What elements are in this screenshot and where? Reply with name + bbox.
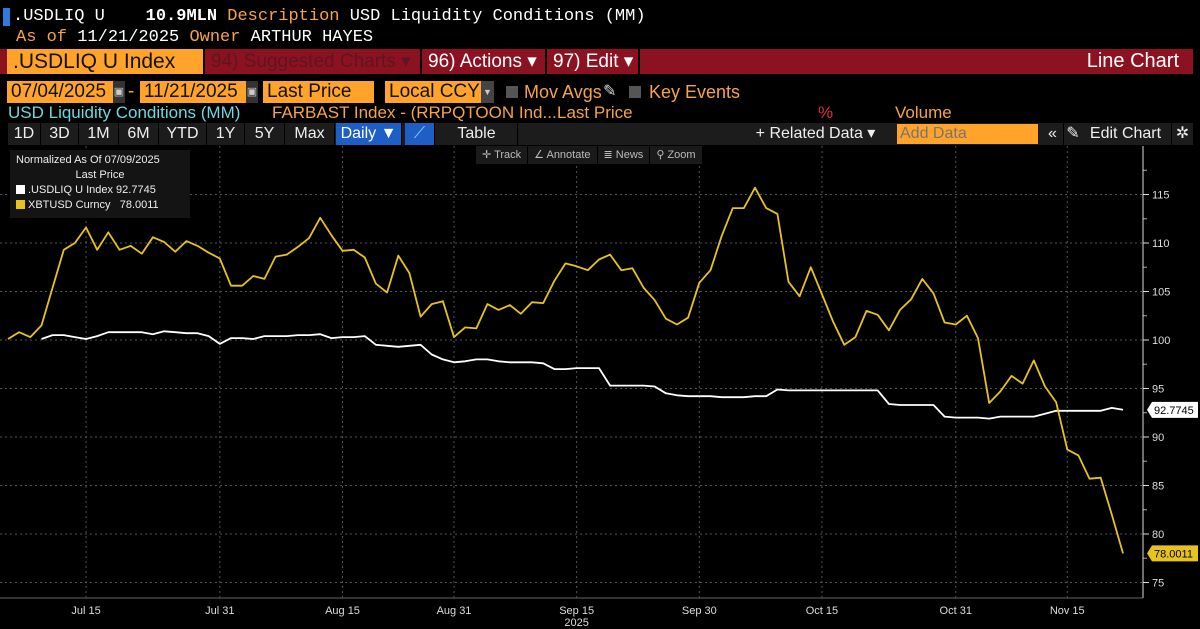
security-input[interactable]: .USDLIQ U Index [7, 49, 205, 74]
period-max[interactable]: Max [285, 123, 335, 145]
volume-label[interactable]: Volume [895, 103, 952, 122]
edit-chart-button[interactable]: Edit Chart [1080, 123, 1172, 145]
legend-value: 92.7745 [116, 184, 156, 196]
annotate-tool[interactable]: ∠ Annotate [528, 146, 598, 164]
description-label: Description [227, 7, 340, 26]
date-dash: - [128, 81, 135, 102]
x-tick-label: Jul 15 [71, 605, 100, 617]
suggested-charts-menu[interactable]: 94) Suggested Charts ▾ [205, 49, 422, 74]
pencil-icon[interactable]: ✎ [603, 83, 617, 100]
y-tick-label: 110 [1152, 238, 1170, 250]
legend-label: .USDLIQ U Index [28, 184, 113, 196]
x-tick-label: Aug 31 [437, 605, 472, 617]
header-line-2: As of 11/21/2025 Owner ARTHUR HAYES [16, 28, 373, 48]
related-data-button[interactable]: + Related Data ▾ [755, 125, 876, 142]
y-tick-label: 75 [1152, 577, 1164, 589]
series-formula[interactable]: FARBAST Index - (RRPQTOON Ind... [272, 103, 557, 122]
mov-avgs-label: Mov Avgs [524, 82, 602, 102]
series-name: USD Liquidity Conditions (MM) [8, 103, 241, 122]
period-1d[interactable]: 1D [8, 123, 41, 145]
mov-avgs-checkbox[interactable] [506, 86, 518, 98]
series-line-usdliq [41, 330, 1124, 420]
series-field[interactable]: Last Price [557, 103, 633, 122]
chart-type-label: Line Chart [1086, 50, 1179, 72]
y-tick-label: 90 [1152, 432, 1164, 444]
table-button[interactable]: Table [436, 123, 518, 145]
field-select[interactable]: Last Price [263, 81, 374, 103]
x-tick-label: Oct 31 [940, 605, 972, 617]
x-tick-label: Oct 15 [806, 605, 838, 617]
calendar-icon[interactable]: ▣ [113, 81, 125, 103]
legend-subtitle: Last Price [75, 169, 125, 181]
key-events-checkbox[interactable] [629, 86, 641, 98]
period-3d[interactable]: 3D [41, 123, 79, 145]
line-chart-icon[interactable]: ⟋ [405, 123, 435, 145]
pencil-icon[interactable]: ✎ [1066, 125, 1080, 142]
owner: ARTHUR HAYES [250, 28, 374, 47]
line-chart: 75 80 85 90 95 100 105 110 115 Jul 15 Jul 31 Aug 15… [0, 146, 1198, 629]
chart-legend: Normalized As Of 07/09/2025 Last Price .… [10, 150, 190, 218]
x-tick-label: Jul 31 [205, 605, 234, 617]
calendar-icon[interactable]: ▣ [246, 81, 258, 103]
asof-label: As of [16, 28, 68, 47]
collapse-button[interactable]: « [1042, 123, 1064, 145]
period-6m[interactable]: 6M [119, 123, 159, 145]
chevron-down-icon[interactable]: ▼ [481, 81, 494, 103]
legend-item: .USDLIQ U Index 92.7745 [16, 183, 184, 198]
asof-date: 11/21/2025 [77, 28, 180, 47]
header-value: 10.9MLN [145, 7, 218, 26]
y-tick-label: 85 [1152, 480, 1164, 492]
news-tool[interactable]: ≣ News [598, 146, 651, 164]
x-tick-label: Sep 30 [682, 605, 717, 617]
last-value-label: 92.7745 [1154, 405, 1194, 417]
legend-value: 78.0011 [119, 199, 159, 211]
y-tick-label: 100 [1152, 335, 1170, 347]
key-events-label: Key Events [649, 82, 741, 102]
x-tick-label: Aug 15 [325, 605, 360, 617]
ticker: .USDLIQ U [13, 7, 105, 26]
menu-bar: .USDLIQ U Index 94) Suggested Charts ▾ 9… [0, 49, 1193, 74]
x-tick-label: Nov 15 [1050, 605, 1085, 617]
track-tool[interactable]: ✛ Track [476, 146, 529, 164]
legend-swatch [16, 185, 25, 194]
start-date-input[interactable]: 07/04/2025 [7, 81, 113, 103]
end-date-input[interactable]: 11/21/2025 [140, 81, 246, 103]
x-tick-label: Sep 15 [559, 605, 594, 617]
period-5y[interactable]: 5Y [245, 123, 285, 145]
edit-menu[interactable]: 97) Edit ▾ [547, 49, 640, 74]
header-marker [3, 8, 10, 26]
last-value-tag [1147, 401, 1198, 418]
last-value-tag [1147, 545, 1198, 562]
frequency-dropdown[interactable]: Daily ▼ [336, 123, 402, 145]
legend-item: XBTUSD Curncy 78.0011 [16, 198, 184, 213]
legend-label: XBTUSD Curncy [28, 199, 111, 211]
chart-tools: ✛ Track ∠ Annotate ≣ News ⚲ Zoom [476, 146, 703, 164]
series-line-xbtusd [7, 186, 1124, 554]
currency-select[interactable]: Local CCY [385, 81, 481, 103]
legend-title: Normalized As Of 07/09/2025 [16, 154, 160, 166]
chart-toolbar: 1D 3D 1M 6M YTD 1Y 5Y Max Daily ▼ ⟋ Tabl… [8, 123, 1193, 145]
period-ytd[interactable]: YTD [159, 123, 207, 145]
y-tick-label: 115 [1152, 189, 1170, 201]
actions-menu[interactable]: 96) Actions ▾ [422, 49, 547, 74]
description: USD Liquidity Conditions (MM) [349, 7, 646, 26]
gear-icon[interactable]: ✲ [1175, 125, 1190, 142]
add-data-input[interactable] [897, 124, 1038, 144]
last-value-label: 78.0011 [1154, 548, 1193, 560]
legend-swatch [16, 200, 25, 209]
y-tick-label: 95 [1152, 383, 1164, 395]
y-tick-label: 80 [1152, 529, 1164, 541]
percent-label[interactable]: % [818, 103, 834, 122]
period-1m[interactable]: 1M [79, 123, 119, 145]
x-year-label: 2025 [564, 617, 588, 629]
zoom-tool[interactable]: ⚲ Zoom [650, 146, 703, 164]
y-tick-label: 105 [1152, 286, 1170, 298]
owner-label: Owner [189, 28, 241, 47]
period-1y[interactable]: 1Y [207, 123, 245, 145]
header-line-1: .USDLIQ U 10.9MLN Description USD Liquid… [13, 7, 646, 27]
